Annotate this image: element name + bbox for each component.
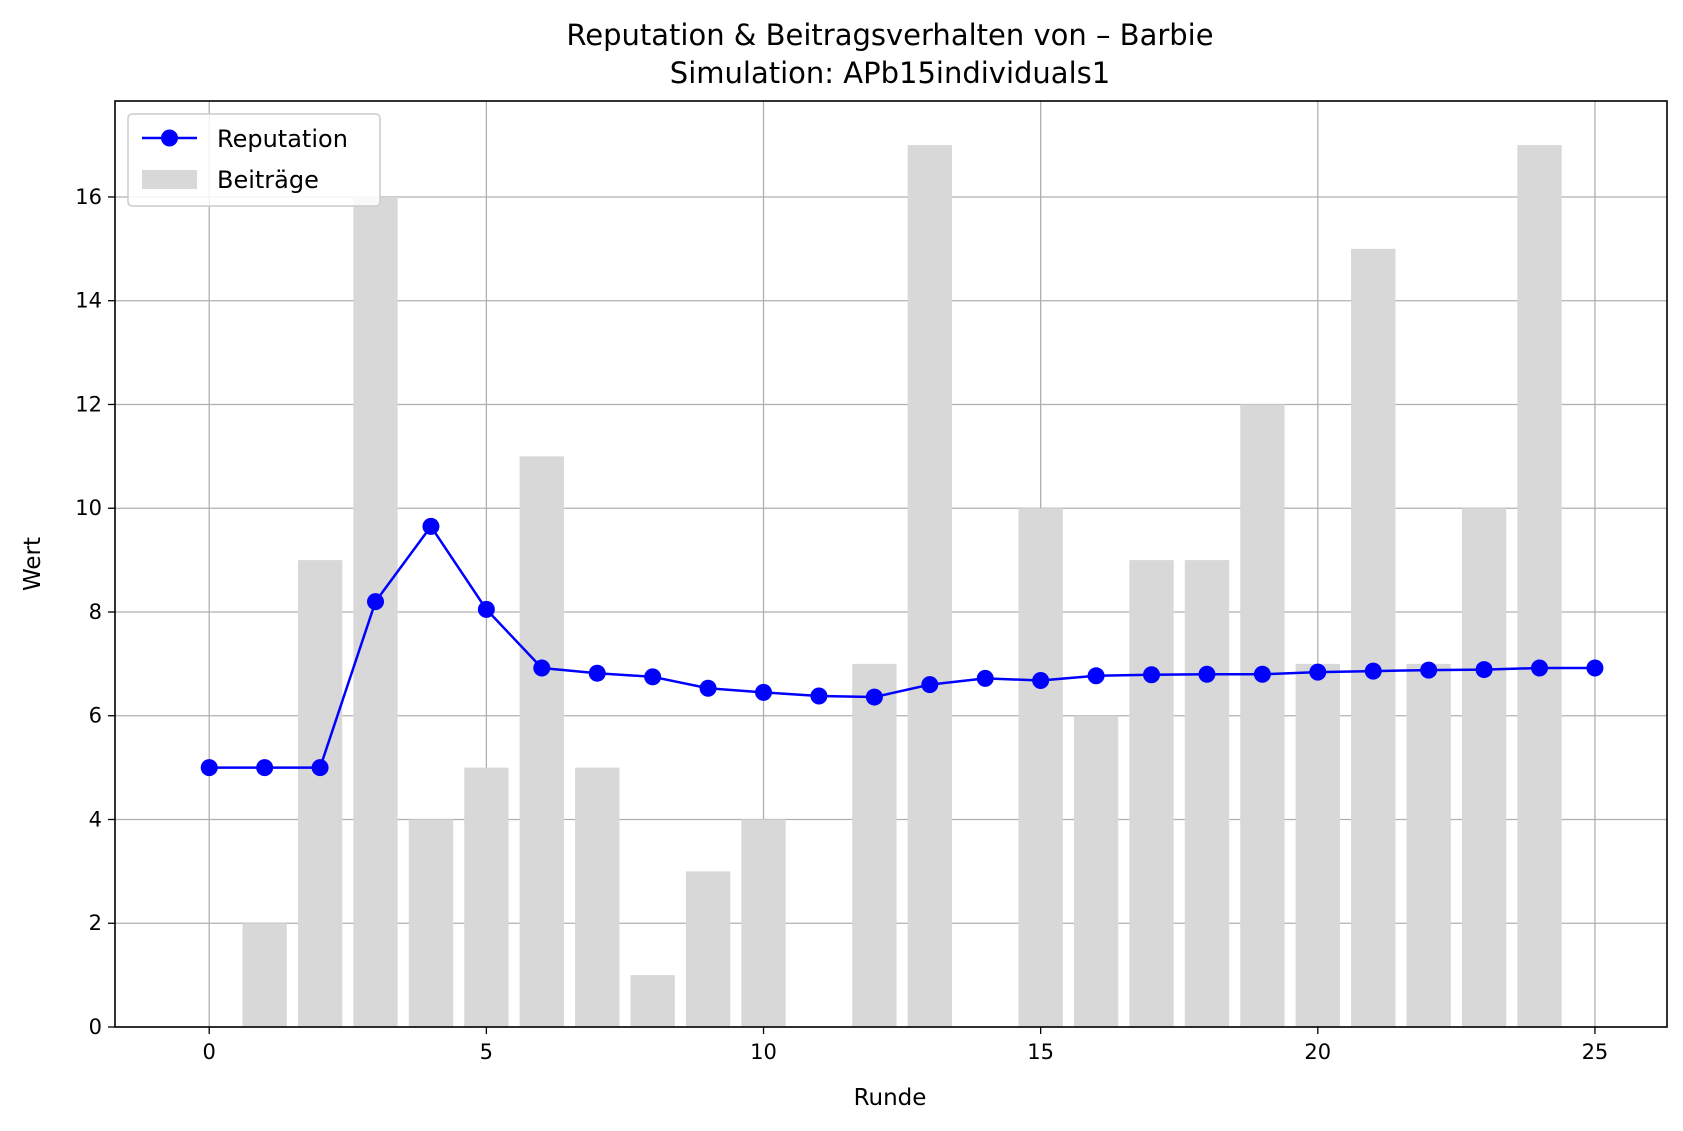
x-tick-label: 20 (1304, 1040, 1331, 1064)
y-axis-label: Wert (20, 537, 46, 591)
beitraege-bar (907, 145, 952, 1028)
y-tick-label: 0 (89, 1015, 102, 1039)
reputation-point (311, 759, 329, 777)
reputation-point (1309, 663, 1327, 681)
y-tick-label: 14 (75, 289, 102, 313)
plot-frame (114, 100, 1668, 1028)
chart-title: Reputation & Beitragsverhalten von – Bar… (566, 18, 1213, 52)
reputation-point (1420, 661, 1438, 679)
reputation-point (1198, 665, 1216, 683)
legend-reputation-marker (161, 129, 178, 147)
y-tick-label: 16 (75, 185, 102, 209)
reputation-point (1364, 662, 1382, 680)
x-axis-ticks: 0 5 10 15 20 25 (203, 1027, 1609, 1064)
legend: Reputation Beiträge (127, 113, 381, 207)
y-tick-label: 10 (75, 496, 102, 520)
beitraege-bar (1461, 508, 1507, 1027)
x-tick-label: 10 (750, 1040, 777, 1064)
x-tick-label: 0 (203, 1040, 216, 1064)
beitraege-bar (685, 871, 731, 1027)
reputation-point (477, 600, 495, 618)
bar-series (242, 145, 1562, 1028)
beitraege-bar (1517, 145, 1562, 1028)
reputation-point (921, 676, 939, 694)
beitraege-bar (408, 819, 454, 1027)
chart-subtitle: Simulation: APb15individuals1 (670, 56, 1110, 90)
reputation-point (256, 759, 274, 777)
reputation-line (209, 525, 1595, 769)
beitraege-bar (1018, 508, 1063, 1027)
reputation-point (367, 593, 385, 611)
reputation-point (533, 659, 551, 677)
reputation-point (865, 688, 883, 706)
beitraege-bar (297, 560, 343, 1027)
reputation-point (1253, 665, 1271, 683)
beitraege-bar (1129, 560, 1174, 1027)
reputation-point (200, 759, 218, 777)
y-tick-label: 12 (75, 392, 102, 416)
reputation-point (1475, 661, 1493, 679)
reputation-point (588, 664, 606, 682)
beitraege-bar (852, 663, 897, 1027)
beitraege-bar (464, 767, 509, 1027)
beitraege-bar (1351, 248, 1396, 1027)
reputation-point (422, 517, 440, 535)
beitraege-bar (1184, 560, 1230, 1027)
beitraege-bar (353, 196, 398, 1027)
beitraege-bar (1073, 715, 1119, 1027)
reputation-point (1586, 659, 1604, 677)
beitraege-bar (1240, 404, 1285, 1027)
legend-reputation-label: Reputation (217, 125, 348, 153)
beitraege-bar (242, 923, 287, 1027)
x-tick-label: 5 (480, 1040, 493, 1064)
reputation-point (976, 669, 994, 687)
reputation-point (1032, 671, 1050, 689)
reputation-point (644, 668, 662, 686)
reputation-point (1143, 666, 1161, 684)
reputation-point (755, 683, 773, 701)
y-tick-label: 4 (89, 807, 102, 831)
y-axis-ticks: 0 2 4 6 8 10 12 14 16 (75, 185, 115, 1039)
beitraege-bar (1295, 663, 1340, 1027)
y-tick-label: 2 (89, 911, 102, 935)
legend-beitraege-label: Beiträge (217, 166, 319, 194)
x-tick-label: 25 (1582, 1040, 1609, 1064)
beitraege-bar (630, 975, 675, 1027)
beitraege-bar (519, 456, 564, 1028)
x-tick-label: 15 (1027, 1040, 1054, 1064)
legend-beitraege-swatch (142, 170, 197, 189)
reputation-point (699, 679, 717, 697)
beitraege-bar (575, 767, 620, 1027)
x-axis-label: Runde (854, 1085, 927, 1111)
line-series (200, 517, 1604, 777)
beitraege-bar (1406, 663, 1451, 1027)
reputation-point (810, 687, 828, 705)
reputation-point (1087, 667, 1105, 685)
y-tick-label: 6 (89, 704, 102, 728)
beitraege-bar (741, 819, 786, 1027)
reputation-point (1531, 659, 1549, 677)
y-tick-label: 8 (89, 600, 102, 624)
